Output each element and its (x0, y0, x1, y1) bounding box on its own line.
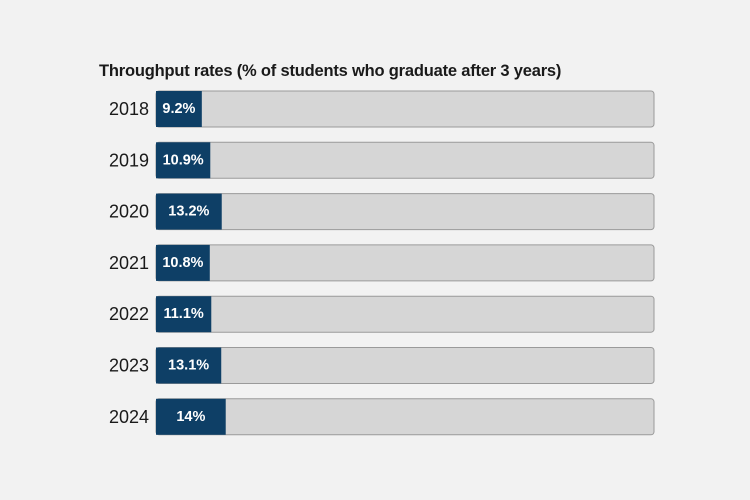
bar-value-label: 9.2% (162, 101, 195, 117)
bar-value-label: 13.1% (168, 358, 209, 374)
bar-2019 (156, 142, 211, 179)
bar-track (155, 141, 655, 179)
chart-title: Throughput rates (% of students who grad… (99, 62, 562, 80)
bar-track (155, 398, 655, 436)
year-label: 2018 (109, 99, 149, 119)
bar-track (155, 244, 655, 282)
bar-track (155, 295, 655, 333)
bar-track (155, 347, 655, 384)
bar-track (155, 193, 655, 231)
year-label: 2020 (109, 202, 149, 222)
bar-value-label: 11.1% (163, 306, 203, 322)
bar-2021 (156, 244, 210, 281)
year-label: 2021 (109, 253, 149, 273)
bar-2020 (156, 193, 222, 230)
bar-value-label: 14% (176, 409, 205, 425)
year-label: 2019 (109, 150, 149, 170)
year-label: 2023 (109, 356, 149, 376)
bar-track (155, 90, 655, 128)
bar-2022 (156, 296, 212, 333)
year-label: 2022 (109, 304, 149, 324)
bar-2024 (156, 398, 226, 435)
bar-value-label: 10.8% (162, 255, 203, 271)
bar-2018 (156, 91, 202, 127)
bar-value-label: 10.9% (163, 152, 204, 168)
year-label: 2024 (109, 407, 149, 427)
bar-2023 (156, 347, 222, 384)
bar-value-label: 13.2% (168, 204, 209, 220)
